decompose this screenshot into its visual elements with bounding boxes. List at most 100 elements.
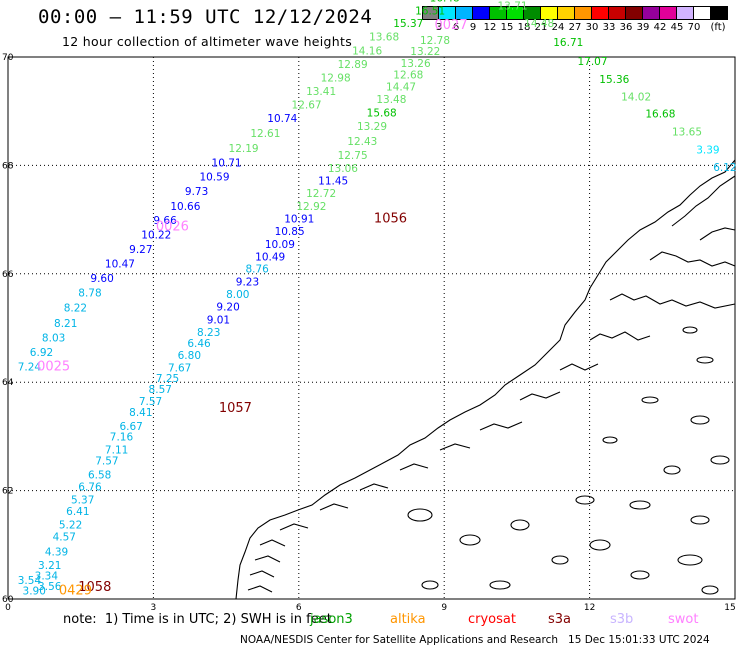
swh-value-label: 11.45	[318, 175, 348, 187]
lake-outline	[407, 508, 433, 522]
swh-value-label: 16.48	[430, 0, 460, 5]
swh-value-label: 9.01	[207, 315, 230, 327]
swh-value-label: 7.67	[168, 362, 191, 374]
swh-value-label: 12.98	[321, 72, 351, 84]
legend-tick-label: 9	[469, 22, 477, 33]
x-tick-label: 3	[151, 603, 157, 613]
swh-value-label: 8.57	[149, 384, 172, 396]
swh-value-label: 4.57	[53, 531, 76, 543]
swh-value-label: 6.80	[178, 350, 201, 362]
lake-outline	[602, 436, 618, 444]
swh-value-label: 5.22	[59, 520, 82, 532]
credit-timestamp: 15 Dec 15:01:33 UTC 2024	[568, 634, 710, 646]
swh-value-label: 3.21	[38, 560, 61, 572]
lake-outline	[551, 555, 569, 565]
coastline-segment	[359, 483, 389, 491]
swh-value-label: 15.37	[393, 18, 423, 30]
pass-id-label: 1056	[374, 211, 407, 226]
y-tick-label: 70	[2, 53, 14, 63]
swh-value-label: 12.19	[229, 143, 259, 155]
legend-swatch	[575, 6, 592, 20]
legend-swatch	[592, 6, 609, 20]
lake-outline	[589, 539, 611, 551]
swh-value-label: 8.22	[64, 303, 87, 315]
coastline-segment	[609, 293, 736, 309]
y-tick-label: 60	[2, 595, 14, 605]
swh-value-label: 8.03	[42, 333, 65, 345]
swh-value-label: 10.49	[255, 251, 285, 263]
map-frame	[7, 56, 736, 600]
swh-observations: 3.543.34 3.903.56 3.214.39 4.575.22 6.415.37…	[18, 0, 737, 598]
swh-value-label: 10.22	[141, 230, 171, 242]
swh-value-label: 13.65	[672, 127, 702, 139]
swh-value-label: 12.78	[420, 35, 450, 47]
coastline-segment	[259, 539, 286, 547]
footer-note: note: 1) Time is in UTC; 2) SWH is in fe…	[63, 612, 332, 627]
swh-value-label: 8.00	[226, 289, 249, 301]
legend-tick-label: 21	[534, 22, 548, 33]
legend-tick-label: 30	[585, 22, 599, 33]
legend-tick-label: 18	[517, 22, 531, 33]
swh-value-label: 12.72	[306, 188, 336, 200]
pass-id-label: 0027	[435, 18, 468, 33]
swh-value-label: 13.41	[306, 86, 336, 98]
legend-tick-label: 15	[500, 22, 514, 33]
satellite-legend-altika: altika	[390, 612, 426, 627]
lake-outline	[696, 356, 714, 364]
legend-swatch	[694, 6, 711, 20]
swh-value-label: 6.12	[713, 162, 736, 174]
legend-swatch	[626, 6, 643, 20]
coastline-segment	[671, 175, 736, 227]
coastline-segment	[235, 159, 736, 600]
coastline-segment	[479, 421, 523, 431]
lake-outline	[489, 580, 511, 590]
swh-value-label: 12.92	[296, 201, 326, 213]
pass-id-label: 0026	[156, 219, 189, 234]
swh-value-label: 13.26	[401, 58, 431, 70]
swh-value-label: 13.48	[376, 94, 406, 106]
x-tick-label: 15	[724, 603, 735, 613]
coastline-segment	[319, 503, 349, 511]
swh-value-label: 13.06	[328, 163, 358, 175]
satellite-legend-s3a: s3a	[548, 612, 572, 627]
lake-outline	[510, 519, 530, 531]
swh-value-label: 12.75	[338, 150, 368, 162]
legend-swatch	[711, 6, 728, 20]
swh-value-label: 7.57	[95, 456, 118, 468]
swh-value-label: 10.74	[267, 113, 297, 125]
swh-value-label: 10.09	[265, 239, 295, 251]
swh-value-label: 3.54	[18, 575, 42, 587]
swh-value-label: 9.66	[153, 215, 177, 227]
swh-value-label: 6.41	[66, 506, 89, 518]
swh-value-label: 7.11	[105, 445, 128, 457]
swh-value-label: 10.91	[284, 213, 314, 225]
swh-value-label: 6.46	[187, 338, 211, 350]
swh-value-label: 15.68	[367, 108, 397, 120]
satellite-legend-jason3: jason3	[310, 612, 353, 627]
swh-value-label: 8.21	[54, 318, 77, 330]
swh-value-label: 8.76	[245, 264, 269, 276]
y-tick-label: 66	[2, 270, 14, 280]
swh-value-label: 10.71	[212, 157, 242, 169]
swh-value-label: 3.34	[35, 570, 59, 582]
swh-value-label: 3.56	[38, 581, 62, 593]
lake-outline	[630, 570, 650, 580]
x-tick-label: 12	[584, 603, 595, 613]
swh-value-label: 14.48	[524, 18, 554, 30]
swh-value-label: 6.67	[119, 421, 142, 433]
legend-swatch	[507, 6, 524, 20]
swh-value-label: 8.41	[129, 407, 152, 419]
color-scale-legend: 3 6 9 12 15 18 21 24 27 30 33 36 39 42 45 70 (ft)	[422, 6, 728, 34]
swh-value-label: 8.23	[197, 327, 220, 339]
coastline-segment	[519, 391, 561, 401]
legend-swatch	[490, 6, 507, 20]
coastline-segment	[249, 570, 275, 578]
lake-outline	[629, 500, 651, 510]
swh-value-label: 6.92	[30, 347, 53, 359]
swh-value-label: 5.37	[71, 495, 94, 507]
coastline-segment	[589, 331, 651, 341]
legend-tick-label: 24	[551, 22, 565, 33]
pass-id-label: 1058	[78, 580, 111, 595]
y-tick-label: 64	[2, 378, 14, 388]
